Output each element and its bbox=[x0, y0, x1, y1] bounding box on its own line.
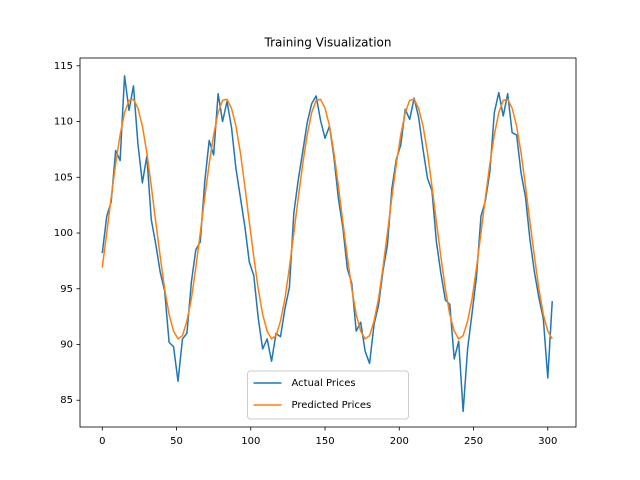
y-tick-label: 115 bbox=[54, 61, 73, 72]
legend-box bbox=[247, 370, 409, 420]
legend-label: Predicted Prices bbox=[292, 400, 372, 411]
y-tick-label: 85 bbox=[60, 395, 73, 406]
y-tick-label: 100 bbox=[54, 228, 73, 239]
x-tick-label: 100 bbox=[241, 436, 260, 447]
plot-frame bbox=[79, 57, 577, 428]
x-tick-label: 0 bbox=[99, 436, 105, 447]
legend-label: Actual Prices bbox=[292, 378, 356, 389]
x-tick-label: 150 bbox=[315, 436, 334, 447]
y-tick-label: 95 bbox=[60, 284, 73, 295]
legend: Actual Prices Predicted Prices bbox=[247, 370, 409, 420]
line-series bbox=[101, 98, 553, 340]
y-tick-label: 90 bbox=[60, 340, 73, 351]
y-tick-label: 110 bbox=[54, 117, 73, 128]
y-tick-label: 105 bbox=[54, 172, 73, 183]
chart-title: Training Visualization bbox=[264, 36, 392, 50]
x-tick-label: 50 bbox=[170, 436, 183, 447]
x-tick-label: 300 bbox=[538, 436, 557, 447]
x-tick-label: 200 bbox=[390, 436, 409, 447]
x-tick-label: 250 bbox=[464, 436, 483, 447]
